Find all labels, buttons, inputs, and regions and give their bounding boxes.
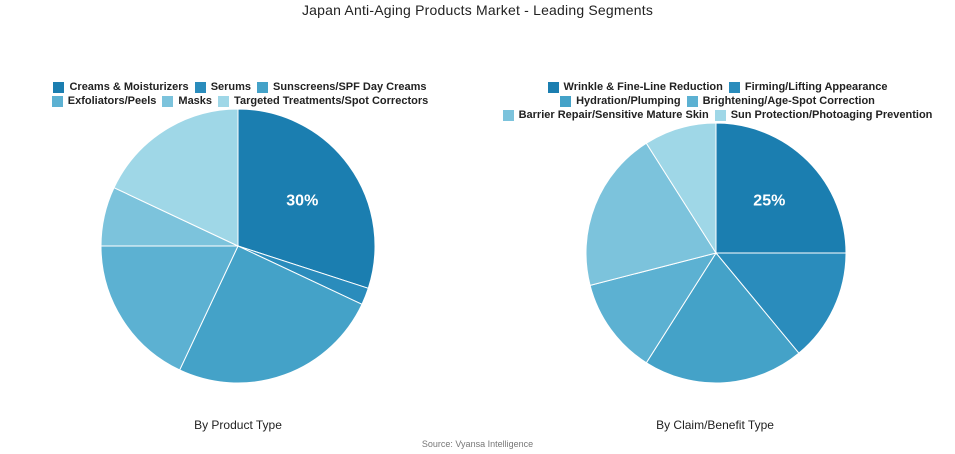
pie-slice — [645, 252, 800, 384]
legend-label: Sunscreens/SPF Day Creams — [273, 81, 427, 93]
legend-item: Hydration/Plumping — [560, 94, 681, 108]
legend-item: Brightening/Age-Spot Correction — [686, 94, 875, 108]
pie-slice — [237, 108, 376, 289]
legend-label: Brightening/Age-Spot Correction — [702, 95, 875, 107]
legend-item: Creams & Moisturizers — [53, 80, 189, 94]
source-note: Source: Vyansa Intelligence — [421, 439, 534, 449]
legend-label: Sun Protection/Photoaging Prevention — [730, 109, 933, 121]
pie-slice — [714, 252, 847, 354]
legend-label: Masks — [178, 95, 213, 107]
legend-claim-benefit-type: Wrinkle & Fine-Line Reduction Firming/Lif… — [485, 80, 950, 122]
legend-swatch — [728, 81, 740, 93]
legend-swatch — [714, 109, 726, 121]
legend-item: Sunscreens/SPF Day Creams — [257, 80, 427, 94]
legend-item: Serums — [194, 80, 252, 94]
legend-swatch — [257, 81, 269, 93]
subtitle-claim-benefit-type: By Claim/Benefit Type — [656, 418, 774, 432]
legend-swatch — [218, 95, 230, 107]
pie-claim-benefit-type: 25% — [585, 122, 847, 384]
pie-slice — [585, 142, 717, 286]
legend-item: Wrinkle & Fine-Line Reduction — [547, 80, 723, 94]
pie-slice — [179, 245, 363, 384]
legend-swatch — [51, 95, 63, 107]
slice-label: 30% — [286, 192, 318, 209]
legend-label: Serums — [210, 81, 252, 93]
pie-product-type: 30% — [100, 108, 376, 384]
slice-label: 25% — [753, 193, 785, 210]
legend-item: Targeted Treatments/Spot Correctors — [218, 94, 428, 108]
subtitle-product-type: By Product Type — [194, 418, 282, 432]
pie-slice — [645, 122, 717, 255]
legend-label: Firming/Lifting Appearance — [744, 81, 888, 93]
legend-label: Targeted Treatments/Spot Correctors — [234, 95, 429, 107]
legend-swatch — [53, 81, 65, 93]
legend-swatch — [560, 95, 572, 107]
legend-swatch — [547, 81, 559, 93]
legend-label: Wrinkle & Fine-Line Reduction — [563, 81, 723, 93]
legend-label: Hydration/Plumping — [576, 95, 681, 107]
legend-item: Barrier Repair/Sensitive Mature Skin — [502, 108, 709, 122]
legend-label: Barrier Repair/Sensitive Mature Skin — [518, 109, 709, 121]
pie-slice — [589, 252, 718, 364]
legend-item: Exfoliators/Peels — [51, 94, 157, 108]
legend-item: Firming/Lifting Appearance — [728, 80, 888, 94]
legend-swatch — [686, 95, 698, 107]
legend-swatch — [162, 95, 174, 107]
pie-slice — [715, 122, 847, 254]
legend-label: Exfoliators/Peels — [67, 95, 157, 107]
legend-item: Sun Protection/Photoaging Prevention — [714, 108, 933, 122]
pie-slice — [100, 245, 239, 371]
pie-slice — [113, 108, 239, 247]
legend-swatch — [502, 109, 514, 121]
chart-title: Japan Anti-Aging Products Market - Leadi… — [301, 2, 654, 18]
legend-product-type: Creams & Moisturizers Serums Sunscreens/SP… — [40, 80, 440, 108]
legend-item: Masks — [162, 94, 212, 108]
legend-swatch — [194, 81, 206, 93]
legend-label: Creams & Moisturizers — [69, 81, 189, 93]
